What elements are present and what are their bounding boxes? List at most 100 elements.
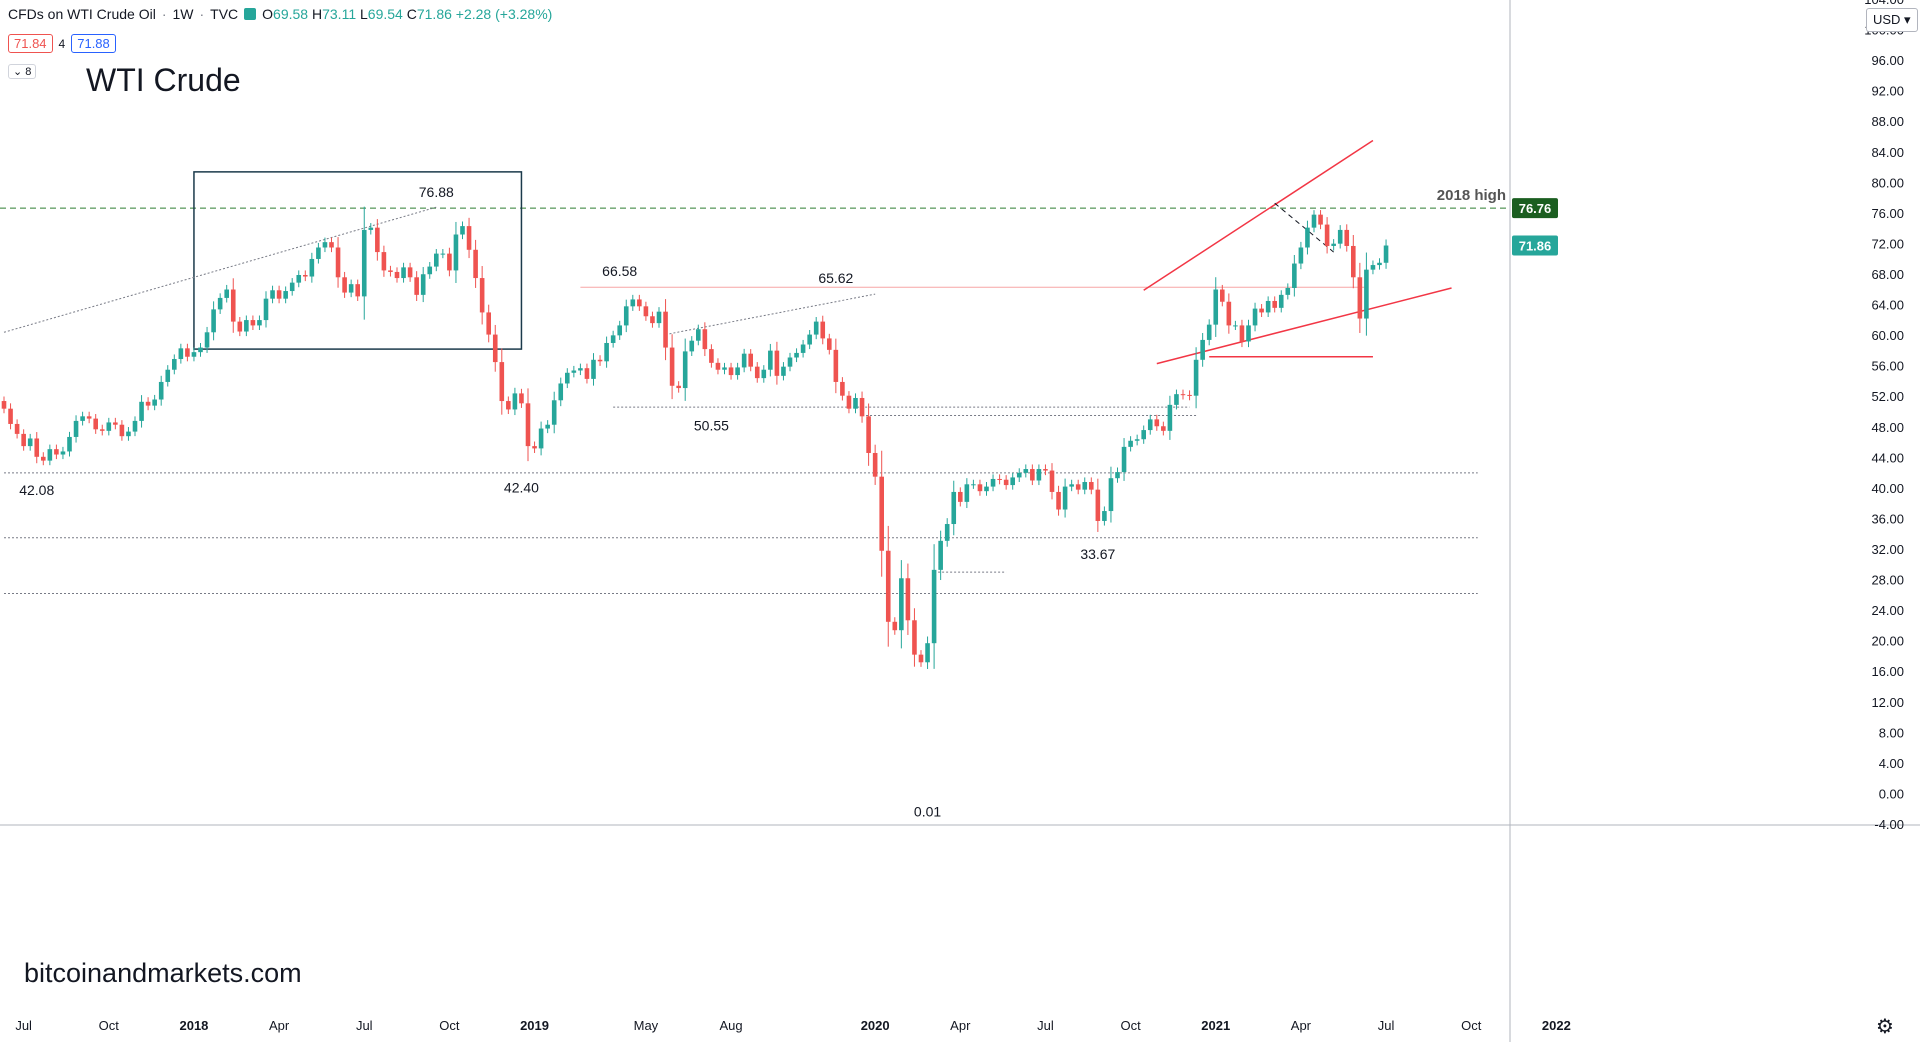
y-tick-label: 104.00	[1864, 0, 1904, 7]
candle-body	[1292, 263, 1297, 288]
candle-body	[1383, 245, 1389, 263]
candle-body	[1154, 419, 1160, 427]
candle-body	[375, 227, 380, 253]
candle-body	[735, 367, 740, 376]
candle-body	[185, 348, 190, 357]
y-tick-label: 36.00	[1871, 511, 1904, 526]
trendline	[1143, 139, 1374, 291]
candle-body	[316, 247, 321, 259]
candle-body	[303, 275, 308, 277]
candle-body	[931, 569, 937, 644]
y-tick-label: 4.00	[1879, 756, 1904, 771]
x-tick-label: Apr	[950, 1018, 971, 1033]
candle-body	[60, 451, 66, 455]
candle-body	[820, 321, 826, 339]
candle-body	[296, 275, 302, 283]
candle-body	[1220, 289, 1225, 302]
candle-body	[925, 643, 930, 663]
candle-body	[1003, 479, 1009, 486]
x-tick-label: May	[634, 1018, 659, 1033]
interval-label[interactable]: 1W	[172, 6, 194, 22]
ask-button[interactable]: 71.88	[71, 34, 116, 53]
candle-body	[637, 299, 642, 307]
candle-body	[682, 351, 688, 389]
y-tick-label: 60.00	[1871, 328, 1904, 343]
candle-body	[355, 284, 360, 297]
candle-body	[827, 338, 832, 350]
close-value: 71.86	[416, 6, 452, 22]
y-tick-label: 16.00	[1871, 664, 1904, 679]
candle-body	[1213, 289, 1219, 325]
candle-body	[506, 401, 511, 410]
candle-body	[237, 321, 243, 332]
candle-body	[394, 271, 400, 279]
candle-body	[14, 423, 20, 434]
candle-body	[918, 654, 924, 663]
y-tick-label: 24.00	[1871, 603, 1904, 618]
candle-body	[1049, 470, 1055, 492]
y-tick-label: 92.00	[1871, 84, 1904, 99]
candle-body	[643, 306, 649, 317]
candle-body	[1331, 243, 1336, 246]
x-tick-label: Apr	[1291, 1018, 1312, 1033]
open-value: 69.58	[273, 6, 309, 22]
candle-body	[853, 397, 858, 409]
candle-body	[663, 311, 668, 348]
candle-body	[977, 484, 983, 492]
low-value: 69.54	[367, 6, 403, 22]
candle-body	[1344, 229, 1350, 246]
candle-body	[466, 226, 472, 250]
separator-dot: ·	[199, 6, 205, 22]
candle-body	[912, 620, 917, 655]
candle-body	[289, 282, 295, 292]
price-axis-badge	[1512, 198, 1558, 219]
y-tick-label: 72.00	[1871, 236, 1904, 251]
x-tick-label: 2021	[1201, 1018, 1230, 1033]
candle-body	[997, 478, 1002, 480]
x-tick-label: Jul	[1378, 1018, 1395, 1033]
candle-body	[1036, 469, 1042, 481]
chart-title-text: WTI Crude	[86, 62, 241, 98]
x-tick-label: 2018	[179, 1018, 208, 1033]
candle-body	[250, 320, 256, 326]
x-tick-label: Jul	[15, 1018, 32, 1033]
price-annotation: 42.08	[19, 482, 54, 498]
candle-body	[479, 278, 485, 313]
candle-body	[1075, 484, 1081, 490]
x-tick-label: 2019	[520, 1018, 549, 1033]
candle-body	[715, 362, 721, 370]
currency-selector[interactable]: USD ▾	[1866, 8, 1918, 32]
candle-body	[460, 226, 465, 235]
change-value: +2.28 (+3.28%)	[455, 6, 553, 22]
symbol-name[interactable]: CFDs on WTI Crude Oil	[8, 6, 156, 22]
candle-body	[1023, 469, 1029, 473]
candle-body	[420, 274, 426, 295]
indicator-collapse-button[interactable]: ⌄ 8	[8, 64, 37, 79]
bid-button[interactable]: 71.84	[8, 34, 53, 53]
candle-body	[1, 401, 7, 409]
gear-icon[interactable]: ⚙	[1876, 1016, 1894, 1038]
candles-group	[1, 206, 1389, 669]
candle-body	[335, 247, 341, 278]
candle-body	[1089, 482, 1094, 490]
x-tick-label: 2020	[861, 1018, 890, 1033]
candle-body	[427, 266, 433, 275]
candle-body	[172, 359, 177, 370]
candle-body	[1318, 214, 1323, 225]
candle-body	[329, 242, 334, 248]
candle-body	[1206, 324, 1212, 340]
candle-body	[230, 289, 236, 322]
candle-body	[434, 253, 439, 267]
candle-body	[73, 420, 79, 437]
candle-body	[158, 381, 164, 400]
candle-body	[80, 416, 85, 421]
candle-body	[676, 385, 681, 389]
price-axis-label: 71.86	[1519, 239, 1552, 254]
candle-body	[1259, 308, 1264, 313]
candle-body	[984, 486, 989, 492]
candle-body	[368, 227, 374, 230]
candle-body	[132, 420, 138, 432]
candle-body	[1016, 472, 1022, 478]
candle-body	[447, 253, 452, 271]
